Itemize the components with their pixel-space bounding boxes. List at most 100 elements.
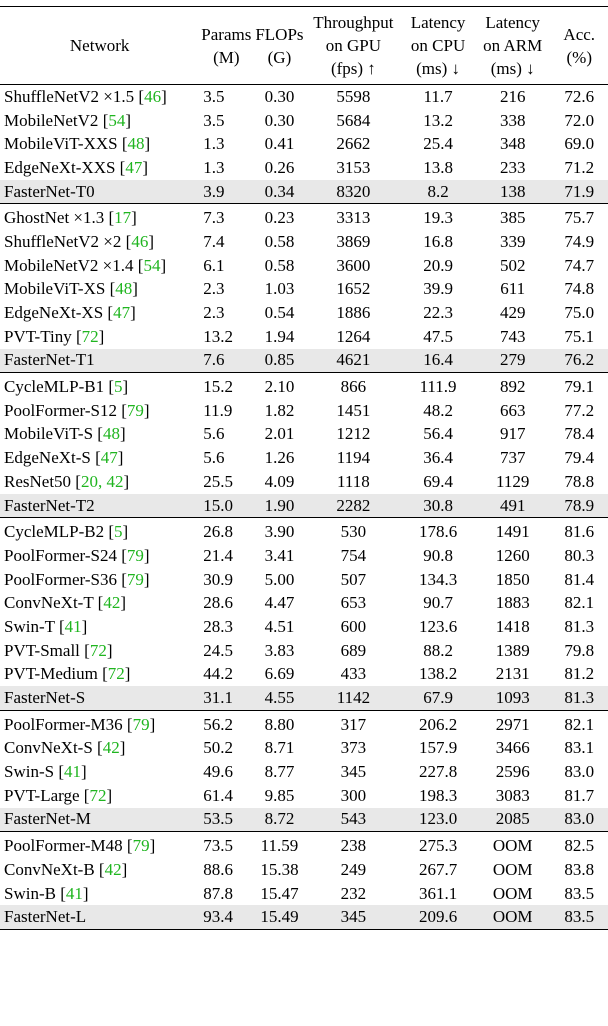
cell-throughput-gpu: 2662 [336, 134, 371, 154]
citation-link[interactable]: 42 [103, 593, 121, 613]
cell-accuracy: 79.8 [564, 640, 595, 660]
network-name: FasterNet-T2 [4, 495, 95, 515]
cell-params: 5.6 [203, 448, 225, 468]
citation-link[interactable]: 46 [131, 231, 149, 251]
citation-link[interactable]: 72 [107, 664, 125, 684]
cell-throughput-gpu: 249 [340, 859, 367, 879]
cell-network: PVT-Tiny [72] [0, 325, 199, 349]
citation-link[interactable]: 72 [89, 640, 107, 660]
cell-latency-cpu: 361.1 [418, 883, 458, 903]
table-row: PoolFormer-S12 [79] 11.9 1.82 1451 48.2 663 77… [0, 399, 608, 423]
network-name: GhostNet ×1.3 [4, 208, 109, 228]
citation-link[interactable]: 54 [143, 255, 161, 275]
cell-accuracy: 76.2 [550, 348, 608, 373]
cell-throughput-gpu: 3600 [336, 255, 371, 275]
cell-latency-arm: 611 [500, 279, 526, 299]
network-name: PoolFormer-M36 [4, 714, 127, 734]
cell-latency-cpu: 198.3 [418, 785, 458, 805]
cell-params: 28.3 [203, 616, 234, 636]
citation-link[interactable]: 48 [102, 424, 120, 444]
citation-link[interactable]: 48 [115, 279, 133, 299]
citation-link[interactable]: 72 [81, 326, 99, 346]
cell-latency-cpu: 22.3 [423, 303, 453, 323]
citation-close-bracket: ] [149, 836, 156, 856]
cell-params: 2.3 [203, 279, 225, 299]
citation-close-bracket: ] [119, 738, 126, 758]
citation-link[interactable]: 47 [100, 448, 118, 468]
cell-network: PoolFormer-M48 [79] [0, 834, 199, 858]
citation-link[interactable]: 5 [114, 377, 123, 397]
cell-latency-arm: 3083 [495, 785, 530, 805]
citation-open-bracket: [ [126, 714, 133, 734]
header-latency-arm-line3: (ms) ↓ [490, 59, 535, 78]
cell-flops: 11.59 [260, 836, 299, 856]
group-separator-cell [0, 710, 608, 713]
citation-open-bracket: [ [108, 377, 115, 397]
cell-latency-cpu: 157.9 [418, 738, 458, 758]
cell-params: 50.2 [203, 738, 234, 758]
citation-link[interactable]: 41 [64, 616, 82, 636]
cell-latency-cpu: 206.2 [418, 714, 458, 734]
cell-throughput-gpu: 1652 [336, 279, 371, 299]
citation-open-bracket: [ [108, 208, 115, 228]
cell-params: 1.3 [203, 134, 225, 154]
cell-params: 6.1 [203, 255, 225, 275]
cell-params: 28.6 [203, 593, 234, 613]
cell-network: MobileViT-XXS [48] [0, 132, 199, 156]
cell-latency-arm: 743 [499, 326, 526, 346]
model-group: PoolFormer-M48 [79] 73.5 11.59 238 275.3 OOM 8… [0, 831, 608, 930]
citation-link[interactable]: 79 [126, 545, 144, 565]
cell-latency-arm: 233 [499, 157, 526, 177]
citation-open-bracket: [ [108, 522, 115, 542]
cell-latency-arm: 502 [499, 255, 526, 275]
cell-params: 56.2 [203, 714, 234, 734]
cell-latency-cpu: 138.2 [418, 664, 458, 684]
cell-throughput-gpu: 317 [340, 714, 367, 734]
citation-link[interactable]: 42 [104, 859, 122, 879]
cell-accuracy: 75.0 [564, 303, 595, 323]
citation-link[interactable]: 46 [144, 86, 162, 106]
cell-throughput-gpu: 1118 [337, 471, 370, 491]
cell-throughput-gpu: 653 [340, 593, 367, 613]
network-name: PoolFormer-S24 [4, 545, 122, 565]
citation-open-bracket: [ [125, 231, 132, 251]
citation-link[interactable]: 42 [102, 738, 120, 758]
cell-accuracy: 83.0 [564, 762, 595, 782]
cell-accuracy: 83.5 [564, 883, 595, 903]
cell-latency-arm: OOM [492, 859, 533, 879]
network-name: FasterNet-T0 [4, 181, 95, 201]
model-group: GhostNet ×1.3 [17] 7.3 0.23 3313 19.3 385 75.7… [0, 203, 608, 373]
citation-link[interactable]: 17 [114, 208, 132, 228]
cell-network: PoolFormer-M36 [79] [0, 713, 199, 737]
table-row: PVT-Large [72] 61.4 9.85 300 198.3 3083 81.7 [0, 784, 608, 808]
citation-link[interactable]: 41 [65, 883, 83, 903]
cell-params: 31.1 [199, 686, 254, 711]
cell-latency-arm: 491 [474, 493, 551, 518]
cell-accuracy: 71.2 [564, 157, 595, 177]
citation-link[interactable]: 79 [132, 836, 150, 856]
citation-close-bracket: ] [160, 255, 167, 275]
cell-network: FasterNet-T0 [0, 179, 200, 204]
network-name: ShuffleNetV2 ×1.5 [4, 86, 139, 106]
citation-link[interactable]: 41 [64, 762, 81, 782]
header-throughput-line1: Throughput [313, 13, 394, 32]
cell-flops: 1.03 [264, 279, 295, 299]
citation-link[interactable]: 79 [126, 400, 144, 420]
citation-link[interactable]: 54 [108, 110, 126, 130]
table-row: PVT-Small [72] 24.5 3.83 689 88.2 1389 79.8 [0, 639, 608, 663]
header-flops-line2: (G) [267, 47, 292, 67]
citation-link[interactable]: 47 [113, 303, 131, 323]
cell-flops: 0.54 [264, 303, 295, 323]
cell-throughput-gpu: 345 [305, 905, 402, 930]
citation-link[interactable]: 72 [89, 785, 107, 805]
citation-link[interactable]: 79 [132, 714, 150, 734]
citation-link[interactable]: 5 [114, 522, 123, 542]
citation-link[interactable]: 79 [126, 569, 144, 589]
citation-link[interactable]: 47 [125, 157, 143, 177]
citation-close-bracket: ] [132, 279, 138, 299]
citation-link[interactable]: 48 [127, 134, 145, 154]
citation-link[interactable]: 20, 42 [80, 471, 124, 491]
cell-throughput-gpu: 8320 [305, 179, 402, 204]
network-name: Swin-B [4, 883, 61, 903]
